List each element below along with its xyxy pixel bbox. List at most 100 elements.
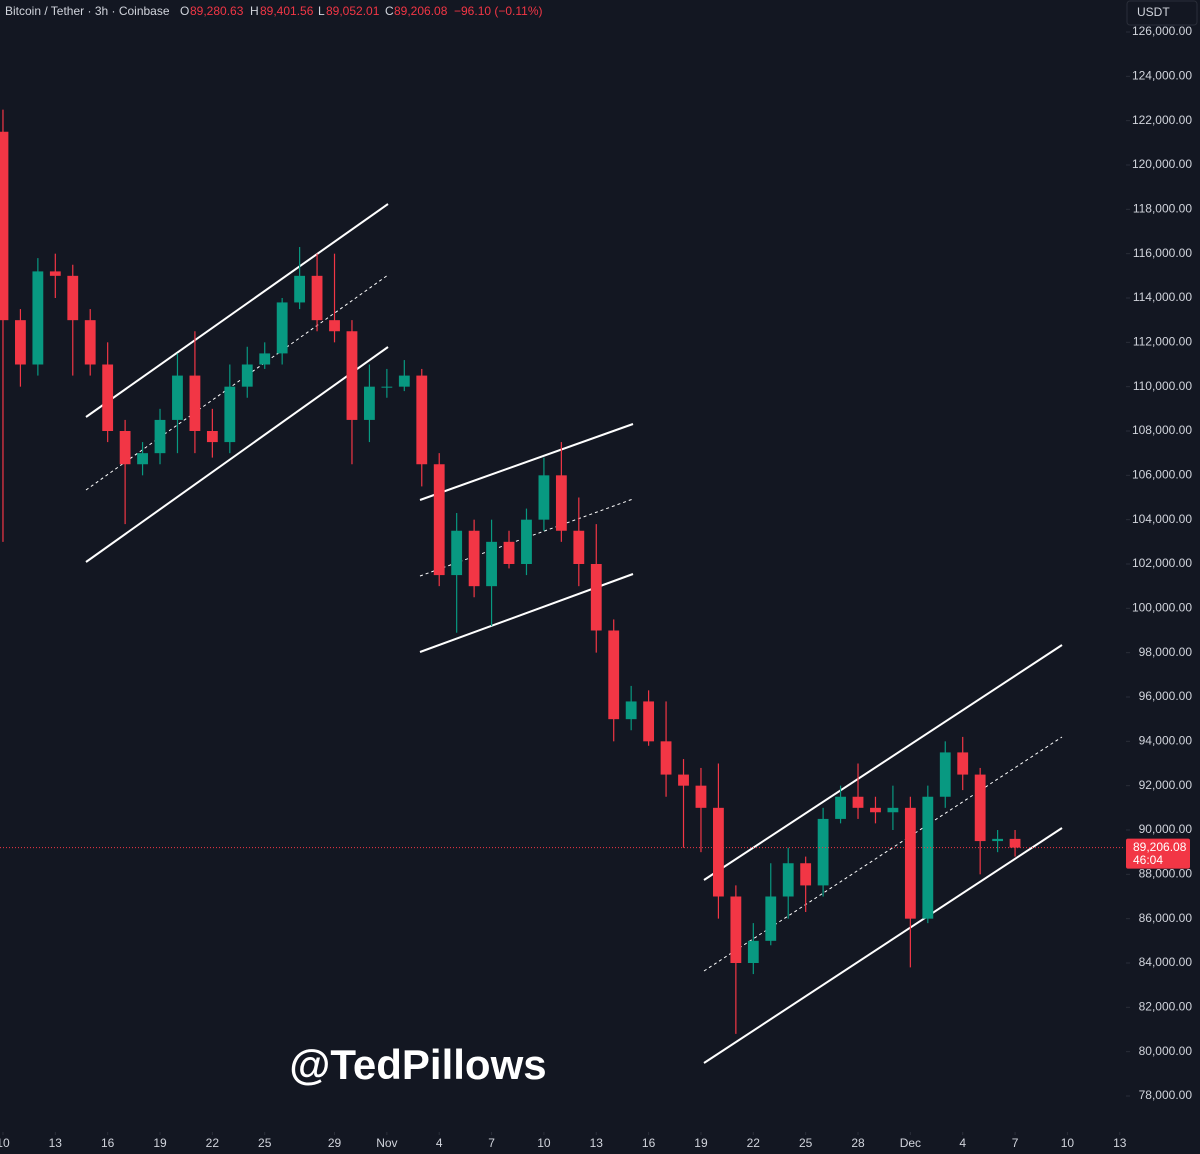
y-tick-label: 122,000.00 (1132, 113, 1192, 127)
candle-body (15, 320, 26, 365)
candle-body (800, 863, 812, 886)
candle-body (84, 320, 96, 365)
x-tick-label: 28 (851, 1136, 865, 1150)
channel-mid (703, 736, 1063, 972)
legend-open-prefix: O (180, 4, 189, 18)
candle-body (590, 564, 602, 631)
candle-body (67, 275, 79, 321)
candle-body (904, 807, 916, 919)
candle-body (573, 530, 585, 564)
channel-mid (85, 274, 389, 491)
candle-body (416, 375, 428, 465)
candle-body (974, 774, 986, 842)
y-tick-label: 124,000.00 (1132, 69, 1192, 83)
legend-close: 89,206.08 (394, 4, 448, 18)
x-tick-label: 7 (1012, 1136, 1019, 1150)
x-tick-label: 22 (206, 1136, 220, 1150)
x-tick-label: 10 (1061, 1136, 1075, 1150)
legend-close-prefix: C (385, 4, 394, 18)
x-tick-label: 25 (799, 1136, 813, 1150)
candle-body (398, 375, 410, 387)
y-tick-label: 100,000.00 (1132, 601, 1192, 615)
candle-body (538, 475, 550, 520)
y-tick-label: 116,000.00 (1133, 246, 1192, 260)
x-tick-label: 4 (436, 1136, 443, 1150)
candle-body (643, 701, 655, 742)
y-tick-label: 104,000.00 (1132, 512, 1192, 526)
candle-body (329, 320, 340, 332)
candle-body (486, 541, 497, 587)
x-tick-label: 7 (488, 1136, 495, 1150)
y-tick-label: 94,000.00 (1139, 734, 1193, 748)
y-tick-label: 88,000.00 (1139, 867, 1193, 881)
y-tick-label: 86,000.00 (1139, 911, 1193, 925)
candle-body (922, 796, 934, 919)
x-tick-label: Dec (900, 1136, 921, 1150)
candle-body (259, 353, 271, 365)
x-tick-label: 13 (590, 1136, 604, 1150)
candle-body (346, 331, 358, 420)
candle-body (172, 375, 183, 420)
channel-line (419, 423, 634, 501)
y-tick-label: 126,000.00 (1132, 24, 1192, 38)
candle-body (189, 375, 201, 431)
candle-body (0, 131, 9, 321)
candle-body (468, 530, 480, 587)
y-tick-label: 114,000.00 (1133, 290, 1192, 304)
candle-body (276, 302, 288, 354)
last-price-label: 89,206.08 (1133, 840, 1187, 854)
currency-label[interactable]: USDT (1137, 5, 1170, 19)
y-tick-label: 120,000.00 (1132, 157, 1192, 171)
candle-body (503, 541, 515, 564)
legend-change: −96.10 (−0.11%) (454, 4, 543, 18)
legend-high: 89,401.56 (260, 4, 314, 18)
candle-body (887, 807, 899, 813)
x-tick-label: 19 (153, 1136, 167, 1150)
candle-body (364, 386, 375, 420)
x-tick-label: 4 (959, 1136, 966, 1150)
countdown: 46:04 (1133, 853, 1163, 867)
y-tick-label: 102,000.00 (1132, 556, 1192, 570)
channel-line (703, 644, 1063, 881)
candle-body (451, 530, 463, 576)
x-tick-label: 19 (694, 1136, 708, 1150)
channel-line (85, 203, 389, 418)
candle-body (49, 271, 61, 276)
x-tick-label: Nov (376, 1136, 397, 1150)
y-tick-label: 96,000.00 (1139, 689, 1193, 703)
candles (0, 109, 1021, 1034)
candle-body (294, 275, 306, 303)
candle-body (765, 896, 777, 941)
candle-body (154, 419, 166, 454)
candle-body (32, 271, 44, 365)
candle-body (137, 453, 148, 465)
y-tick-label: 90,000.00 (1139, 822, 1193, 836)
watermark: @TedPillows (289, 1041, 546, 1088)
currency-button[interactable] (1126, 0, 1198, 26)
candle-body (1009, 838, 1021, 848)
candle-body (782, 863, 794, 897)
x-tick-label: 25 (258, 1136, 272, 1150)
legend-high-prefix: H (250, 4, 259, 18)
x-tick-label: 16 (642, 1136, 656, 1150)
y-tick-label: 118,000.00 (1133, 202, 1192, 216)
y-tick-label: 106,000.00 (1132, 468, 1192, 482)
y-tick-label: 84,000.00 (1139, 955, 1193, 969)
candle-body (206, 431, 218, 443)
channels (85, 203, 1063, 1064)
candle-body (102, 364, 114, 431)
channel-line (85, 346, 389, 563)
candle-body (555, 475, 567, 531)
candle-body (625, 701, 637, 720)
candle-body (992, 838, 1004, 842)
candle-body (835, 796, 846, 819)
candle-body (957, 752, 969, 775)
x-tick-label: 16 (101, 1136, 115, 1150)
x-tick-label: 10 (537, 1136, 551, 1150)
legend-low-prefix: L (318, 4, 325, 18)
y-tick-label: 98,000.00 (1139, 645, 1193, 659)
candle-body (381, 386, 393, 388)
x-tick-label: 10 (0, 1136, 10, 1150)
